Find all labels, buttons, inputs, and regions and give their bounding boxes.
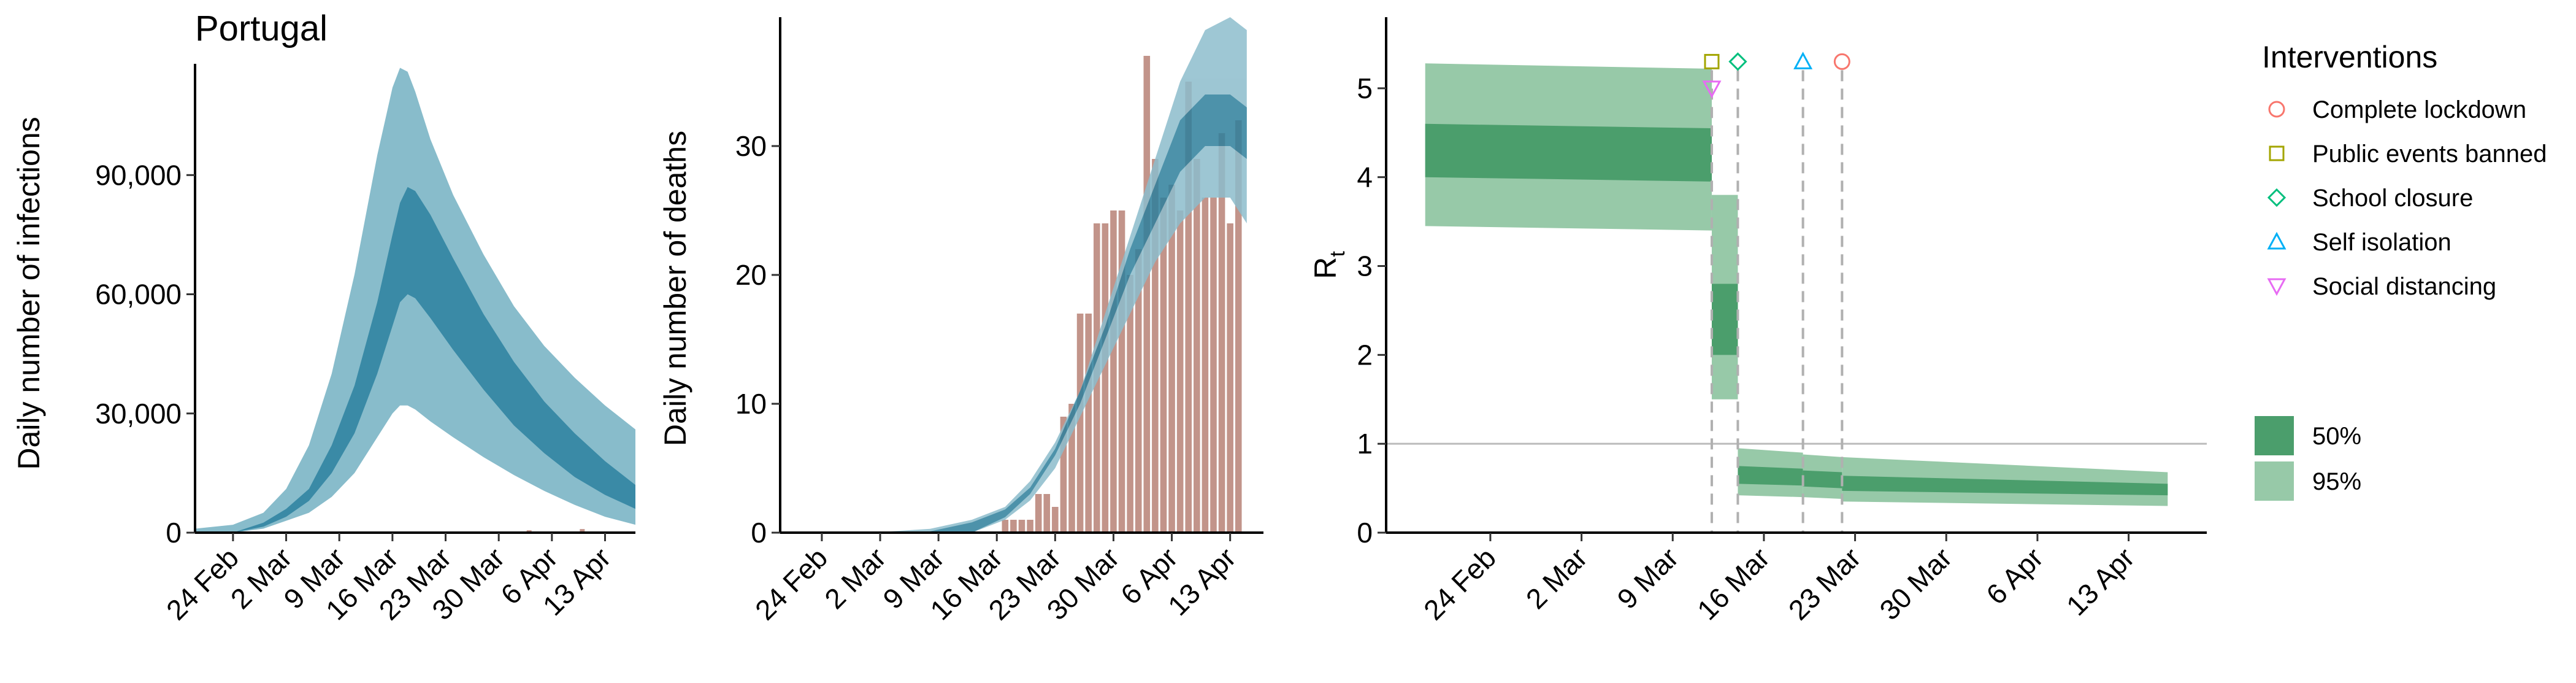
rt-x-tick-label: 13 Apr bbox=[2060, 541, 2141, 622]
observed-death-bar bbox=[1035, 494, 1042, 533]
legend-swatch-band bbox=[2255, 461, 2294, 501]
legend-label-public_events_banned: Public events banned bbox=[2312, 141, 2547, 168]
observed-death-bar bbox=[1160, 198, 1167, 533]
rt-50-band bbox=[1425, 123, 1712, 182]
legend-label-complete_lockdown: Complete lockdown bbox=[2312, 96, 2526, 123]
deaths-x-tick-label: 24 Feb bbox=[749, 541, 834, 626]
legend-swatch-band bbox=[2255, 416, 2294, 455]
rt-y-tick-label: 2 bbox=[1357, 339, 1373, 371]
observed-death-bar bbox=[1043, 494, 1051, 533]
observed-death-bar bbox=[1027, 520, 1033, 533]
rt-50-band bbox=[1842, 476, 2168, 496]
rt-x-tick-label: 23 Mar bbox=[1782, 541, 1867, 626]
infections-x-tick-label: 2 Mar bbox=[224, 541, 298, 615]
observed-death-bar bbox=[1018, 520, 1025, 533]
deaths-y-tick-label: 0 bbox=[751, 517, 767, 549]
deaths-x-tick-label: 2 Mar bbox=[818, 541, 892, 615]
legend-label-social_distancing: Social distancing bbox=[2312, 273, 2496, 300]
observed-death-bar bbox=[1194, 159, 1200, 533]
infections-y-tick-label: 90,000 bbox=[95, 159, 182, 191]
rt-x-tick-label: 2 Mar bbox=[1520, 541, 1593, 615]
deaths-y-axis-label: Daily number of deaths bbox=[658, 131, 692, 446]
observed-death-bar bbox=[1052, 507, 1059, 533]
intervention-marker-self_isolation bbox=[1793, 52, 1813, 69]
legend-label-self_isolation: Self isolation bbox=[2312, 229, 2451, 256]
interventions-legend: Interventions Complete lockdown Public ev… bbox=[2255, 40, 2547, 501]
legend-marker-public_events_banned bbox=[2269, 145, 2285, 161]
deaths-x-tick-label: 13 Apr bbox=[1162, 541, 1242, 622]
observed-death-bar bbox=[1060, 417, 1067, 533]
deaths-95-band bbox=[780, 17, 1247, 533]
legend-marker-complete_lockdown bbox=[2268, 101, 2285, 118]
observed-death-bar bbox=[1210, 198, 1217, 533]
rt-label-subscript: t bbox=[1326, 251, 1349, 257]
infections-y-axis-label: Daily number of infections bbox=[12, 117, 46, 469]
rt-y-tick-label: 0 bbox=[1357, 517, 1373, 549]
rt-x-tick-label: 24 Feb bbox=[1417, 541, 1502, 626]
infections-50-band bbox=[232, 187, 635, 533]
infections-y-tick-label: 0 bbox=[166, 517, 182, 549]
legend-title: Interventions bbox=[2262, 40, 2437, 74]
observed-death-bar bbox=[1176, 210, 1184, 533]
observed-death-bar bbox=[1068, 404, 1075, 533]
deaths-50-band bbox=[780, 95, 1247, 533]
observed-death-bar bbox=[1002, 520, 1009, 533]
infections-x-tick-label: 24 Feb bbox=[160, 541, 245, 626]
rt-50-band bbox=[1803, 470, 1842, 488]
observed-death-bar bbox=[1152, 159, 1159, 533]
legend-label-school_closure: School closure bbox=[2312, 185, 2473, 212]
observed-death-bar bbox=[1118, 210, 1125, 533]
legend-label-band: 95% bbox=[2312, 468, 2361, 495]
rt-50-band bbox=[1711, 284, 1738, 355]
rt-x-tick-label: 9 Mar bbox=[1611, 541, 1684, 615]
observed-death-bar bbox=[1185, 82, 1192, 533]
rt-y-tick-label: 1 bbox=[1357, 428, 1373, 460]
rt-50-band bbox=[1738, 466, 1803, 486]
observed-infection-bar bbox=[580, 529, 585, 533]
rt-label-main: R bbox=[1308, 257, 1343, 279]
intervention-marker-public_events_banned bbox=[1704, 53, 1720, 69]
observed-death-bar bbox=[1076, 314, 1084, 533]
rt-y-tick-label: 5 bbox=[1357, 72, 1373, 104]
rt-y-axis-label: Rt bbox=[1308, 251, 1349, 279]
observed-death-bar bbox=[1110, 210, 1117, 533]
rt-x-tick-label: 16 Mar bbox=[1691, 541, 1776, 626]
observed-death-bar bbox=[1102, 223, 1109, 533]
observed-death-bar bbox=[1085, 314, 1092, 533]
observed-death-bar bbox=[1168, 185, 1175, 533]
infections-y-tick-label: 60,000 bbox=[95, 279, 182, 311]
legend-marker-social_distancing bbox=[2267, 278, 2287, 296]
intervention-marker-complete_lockdown bbox=[1833, 53, 1850, 70]
observed-death-bar bbox=[1135, 249, 1142, 533]
infections-y-tick-label: 30,000 bbox=[95, 398, 182, 430]
rt-x-tick-label: 30 Mar bbox=[1873, 541, 1958, 626]
observed-death-bar bbox=[1235, 120, 1242, 533]
deaths-bands bbox=[780, 17, 1247, 533]
observed-death-bar bbox=[1127, 275, 1133, 533]
rt-panel: Rt 0 1 2 3 4 5 24 Feb 2 Mar 9 Mar 16 Mar 23 Mar 30 … bbox=[1308, 17, 2547, 626]
observed-death-bar bbox=[1218, 133, 1225, 533]
rt-plot-area: 0 1 2 3 4 5 24 Feb 2 Mar 9 Mar 16 Mar 23 Mar 30 Mar… bbox=[1357, 17, 2207, 626]
legend-marker-self_isolation bbox=[2267, 231, 2287, 250]
legend-label-band: 50% bbox=[2312, 423, 2361, 450]
deaths-y-tick-label: 10 bbox=[735, 388, 767, 420]
legend-marker-school_closure bbox=[2267, 188, 2287, 207]
observed-death-bar bbox=[1010, 520, 1017, 533]
observed-death-bar bbox=[1202, 198, 1209, 533]
observed-death-bar bbox=[1227, 223, 1233, 533]
deaths-y-tick-label: 30 bbox=[735, 130, 767, 162]
rt-y-tick-label: 3 bbox=[1357, 250, 1373, 282]
observed-death-bar bbox=[1143, 56, 1151, 533]
intervention-marker-school_closure bbox=[1728, 52, 1747, 71]
rt-y-tick-label: 4 bbox=[1357, 161, 1373, 193]
chart-title: Portugal bbox=[195, 9, 328, 48]
deaths-y-tick-label: 20 bbox=[735, 259, 767, 291]
intervention-marker-social_distancing bbox=[1702, 80, 1722, 99]
rt-x-tick-label: 6 Apr bbox=[1980, 541, 2049, 611]
infections-panel: Portugal Daily number of infections 0 30,… bbox=[12, 9, 635, 626]
